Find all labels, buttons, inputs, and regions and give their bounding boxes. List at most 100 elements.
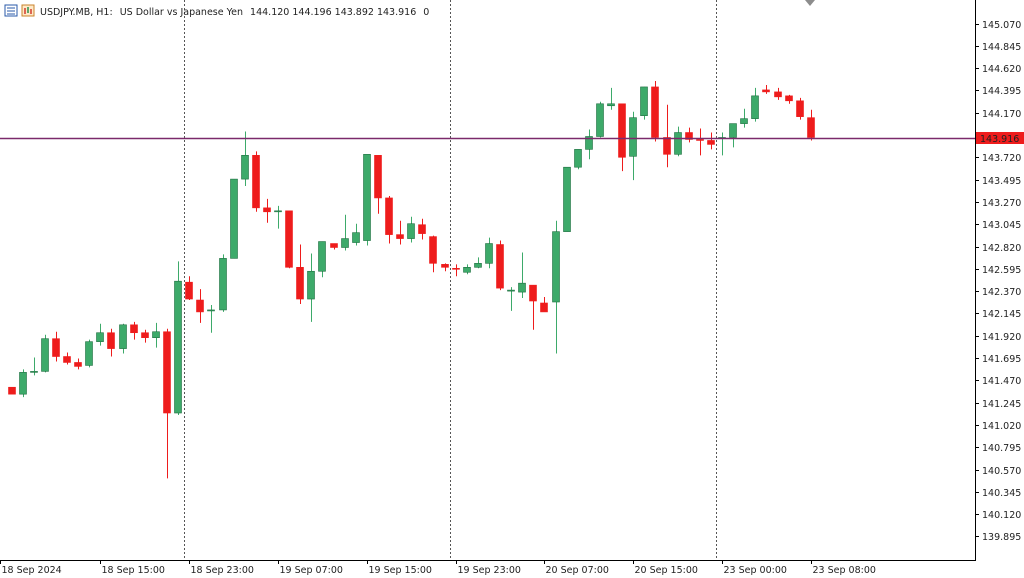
chart-window-icon[interactable]	[21, 4, 35, 17]
candle	[618, 103, 626, 172]
time-tick-label: 19 Sep 07:00	[280, 565, 343, 576]
price-tick-label: 141.020	[982, 421, 1021, 432]
candle-body	[207, 309, 215, 312]
candle	[274, 205, 282, 229]
candle-body	[485, 243, 493, 264]
price-tick-label: 141.470	[982, 376, 1021, 387]
candle	[196, 289, 204, 323]
candle-body	[463, 267, 471, 273]
candle-body	[574, 149, 582, 168]
candle-body	[685, 132, 693, 140]
candle	[663, 104, 671, 168]
candle	[407, 216, 415, 243]
time-tick-label: 20 Sep 07:00	[546, 565, 609, 576]
candle	[718, 132, 726, 156]
svg-text:USDJPY.MB, H1: US Dollar: USDJPY.MB, H1: US Dollar vs Japanese Yen…	[40, 7, 429, 18]
candle	[729, 123, 737, 148]
candle-body	[429, 236, 437, 264]
candle-body	[107, 332, 115, 349]
candle	[141, 329, 149, 343]
candle-body	[374, 155, 382, 199]
candle	[640, 86, 648, 120]
candle-body	[552, 231, 560, 303]
price-tick-label: 144.845	[982, 42, 1021, 53]
candle-body	[518, 282, 526, 293]
candle	[219, 254, 227, 312]
candle-body	[74, 362, 82, 367]
price-tick-label: 143.045	[982, 220, 1021, 231]
candle	[707, 132, 715, 150]
candle	[563, 166, 571, 232]
price-tick-label: 141.920	[982, 332, 1021, 343]
candle	[63, 352, 71, 365]
candle	[241, 131, 249, 187]
candle	[285, 210, 293, 269]
price-tick-label: 142.370	[982, 287, 1021, 298]
candle-body	[352, 232, 360, 243]
current-price-badge	[976, 132, 1024, 144]
candle	[463, 264, 471, 275]
candle-body	[529, 284, 537, 302]
candle-body	[418, 224, 426, 234]
candle-body	[385, 197, 393, 235]
candle	[796, 97, 804, 120]
candle-body	[807, 117, 815, 138]
candle-body	[640, 86, 648, 116]
candle-body	[19, 372, 27, 395]
price-tick-label: 140.345	[982, 488, 1021, 499]
candle-body	[363, 154, 371, 241]
candle	[496, 240, 504, 291]
candle	[263, 198, 271, 223]
candle-body	[274, 210, 282, 213]
candle-body	[663, 137, 671, 155]
candle	[96, 323, 104, 346]
candle	[119, 323, 127, 354]
candle-body	[318, 241, 326, 272]
candle-body	[441, 264, 449, 268]
candle	[330, 243, 338, 250]
time-axis[interactable]: 18 Sep 2024 18 Sep 15:00 18 Sep 23:00 19 Se…	[0, 560, 976, 576]
candle-body	[540, 302, 548, 313]
price-tick-label: 140.570	[982, 466, 1021, 477]
candle-body	[607, 103, 615, 107]
price-axis[interactable]: 145.070 144.845 144.620 144.395 144.170 143.9…	[975, 0, 1021, 560]
candle	[307, 253, 315, 322]
candle-body	[563, 166, 571, 232]
symbol-icon[interactable]	[4, 4, 18, 17]
chart-shift-marker[interactable]	[805, 0, 815, 6]
candle	[296, 244, 304, 304]
candle-body	[63, 356, 71, 363]
candle-body	[152, 331, 160, 338]
candlesticks	[8, 80, 815, 479]
candle-body	[285, 210, 293, 268]
time-tick-label: 18 Sep 2024	[2, 565, 62, 576]
candle	[418, 218, 426, 240]
candle-body	[507, 289, 515, 292]
candle-body	[8, 386, 16, 395]
candle	[374, 155, 382, 214]
candle-body	[30, 371, 38, 373]
candle	[385, 195, 393, 244]
candle	[174, 261, 182, 415]
candle	[785, 94, 793, 104]
candle	[574, 149, 582, 170]
candle	[363, 154, 371, 246]
candle-body	[740, 118, 748, 124]
candle-body	[341, 238, 349, 248]
price-tick-label: 142.820	[982, 243, 1021, 254]
candle-body	[674, 132, 682, 155]
candle	[207, 304, 215, 333]
volume-value: 0	[423, 7, 429, 18]
candle	[185, 276, 193, 301]
candle	[596, 101, 604, 138]
candle	[19, 369, 27, 398]
candle-body	[407, 223, 415, 239]
candle-body	[796, 100, 804, 117]
candle-body	[474, 263, 482, 268]
chart-header: USDJPY.MB, H1: US Dollar vs Japanese Yen…	[4, 4, 429, 18]
candle	[441, 263, 449, 272]
candle-body	[41, 338, 49, 372]
candle-body	[307, 270, 315, 300]
price-tick-label: 144.620	[982, 64, 1021, 75]
